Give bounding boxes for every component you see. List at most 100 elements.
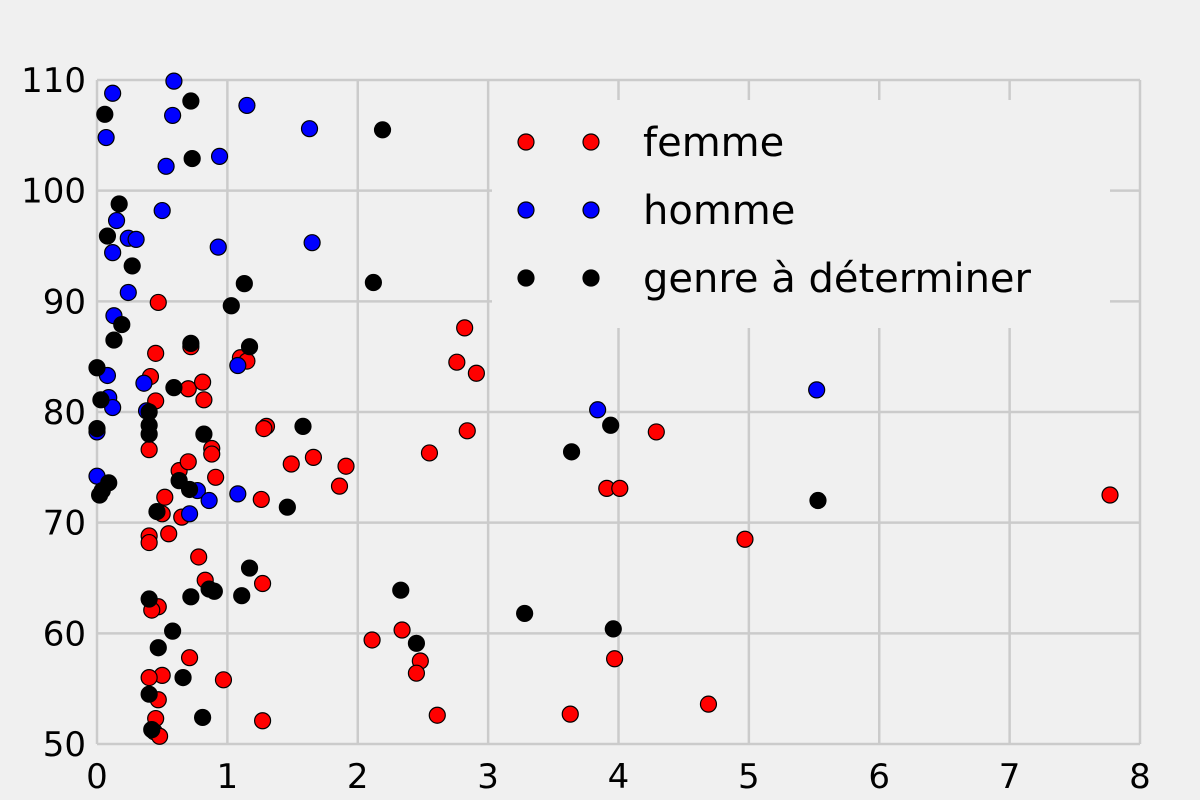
data-point	[157, 157, 175, 175]
data-point	[174, 668, 192, 687]
data-point	[235, 275, 253, 293]
data-point	[97, 128, 115, 147]
data-point	[253, 712, 272, 730]
data-point	[140, 441, 158, 459]
legend-marker	[517, 201, 535, 219]
data-point	[149, 639, 167, 657]
data-point	[330, 477, 349, 495]
data-point	[98, 227, 117, 245]
data-point	[123, 257, 141, 275]
data-point	[561, 705, 579, 723]
x-tick-label: 3	[477, 757, 499, 797]
data-point	[253, 574, 272, 593]
data-point	[164, 106, 182, 125]
data-point	[180, 480, 199, 499]
data-point	[304, 448, 323, 466]
data-point	[393, 621, 411, 639]
data-point	[364, 273, 382, 292]
data-point	[255, 420, 273, 438]
data-point	[448, 353, 466, 371]
data-point	[110, 195, 128, 213]
data-point	[407, 634, 426, 652]
y-tick-label: 70	[43, 504, 86, 544]
data-point	[240, 559, 259, 577]
x-tick-label: 4	[608, 757, 630, 797]
legend-item: femme	[517, 120, 784, 166]
legend-marker	[582, 133, 600, 151]
legend-marker	[517, 133, 535, 151]
data-point	[93, 481, 111, 500]
x-tick-label: 2	[347, 757, 369, 797]
data-point	[165, 72, 183, 90]
data-point	[209, 238, 227, 256]
data-point	[135, 374, 153, 392]
data-point	[127, 230, 145, 248]
data-point	[194, 708, 212, 727]
data-point	[156, 488, 174, 506]
data-point	[456, 319, 474, 337]
data-point	[210, 147, 229, 165]
tick-labels: 0 1 2 3 4 5 6 7 8 50 60 70 80 90 100 110	[21, 61, 1151, 797]
data-point	[182, 92, 200, 110]
data-point	[182, 588, 200, 606]
data-point	[180, 649, 199, 667]
data-point	[140, 685, 158, 703]
x-tick-label: 8	[1129, 757, 1151, 797]
legend-marker	[582, 269, 600, 287]
data-point	[602, 416, 620, 434]
series-2	[88, 92, 827, 739]
data-point	[153, 201, 171, 220]
data-point	[300, 120, 319, 138]
data-point	[88, 420, 106, 438]
data-point	[200, 491, 218, 510]
y-tick-label: 50	[43, 725, 86, 765]
legend-marker	[582, 201, 600, 219]
data-point	[149, 293, 167, 312]
data-point	[207, 468, 225, 486]
legend-item: genre à déterminer	[517, 256, 1032, 302]
data-point	[294, 417, 312, 435]
data-point	[611, 479, 629, 497]
data-point	[182, 334, 200, 352]
data-point	[203, 445, 221, 463]
x-tick-label: 1	[217, 757, 239, 797]
legend-label: homme	[643, 188, 795, 234]
data-point	[229, 485, 247, 503]
data-point	[165, 379, 183, 397]
data-point	[233, 587, 251, 605]
data-point	[337, 457, 355, 475]
legend-marker	[517, 269, 535, 287]
data-point	[140, 668, 158, 687]
data-point	[392, 581, 410, 599]
data-point	[143, 721, 161, 739]
data-point	[190, 548, 208, 566]
data-point	[467, 364, 485, 382]
data-point	[282, 455, 300, 473]
data-point	[179, 380, 197, 398]
data-point	[238, 96, 256, 115]
legend-item: homme	[517, 188, 795, 234]
data-point	[373, 121, 392, 139]
data-point	[604, 620, 622, 638]
data-point	[140, 590, 158, 608]
data-point	[428, 706, 446, 724]
data-point	[180, 505, 199, 523]
data-point	[104, 84, 122, 102]
data-point	[194, 373, 212, 391]
data-point	[195, 391, 213, 409]
data-point	[808, 381, 826, 399]
data-point	[179, 453, 197, 471]
series-1	[88, 72, 826, 523]
data-point	[148, 503, 166, 521]
data-point	[407, 664, 426, 682]
y-tick-label: 100	[21, 172, 86, 212]
y-tick-label: 80	[43, 393, 86, 433]
data-point	[88, 359, 106, 377]
data-point	[240, 338, 259, 356]
data-point	[303, 234, 321, 252]
legend: femme homme genre à déterminer	[492, 100, 1110, 328]
data-point	[420, 444, 439, 462]
data-point	[119, 283, 137, 302]
data-point	[589, 401, 607, 419]
data-point	[278, 498, 296, 516]
